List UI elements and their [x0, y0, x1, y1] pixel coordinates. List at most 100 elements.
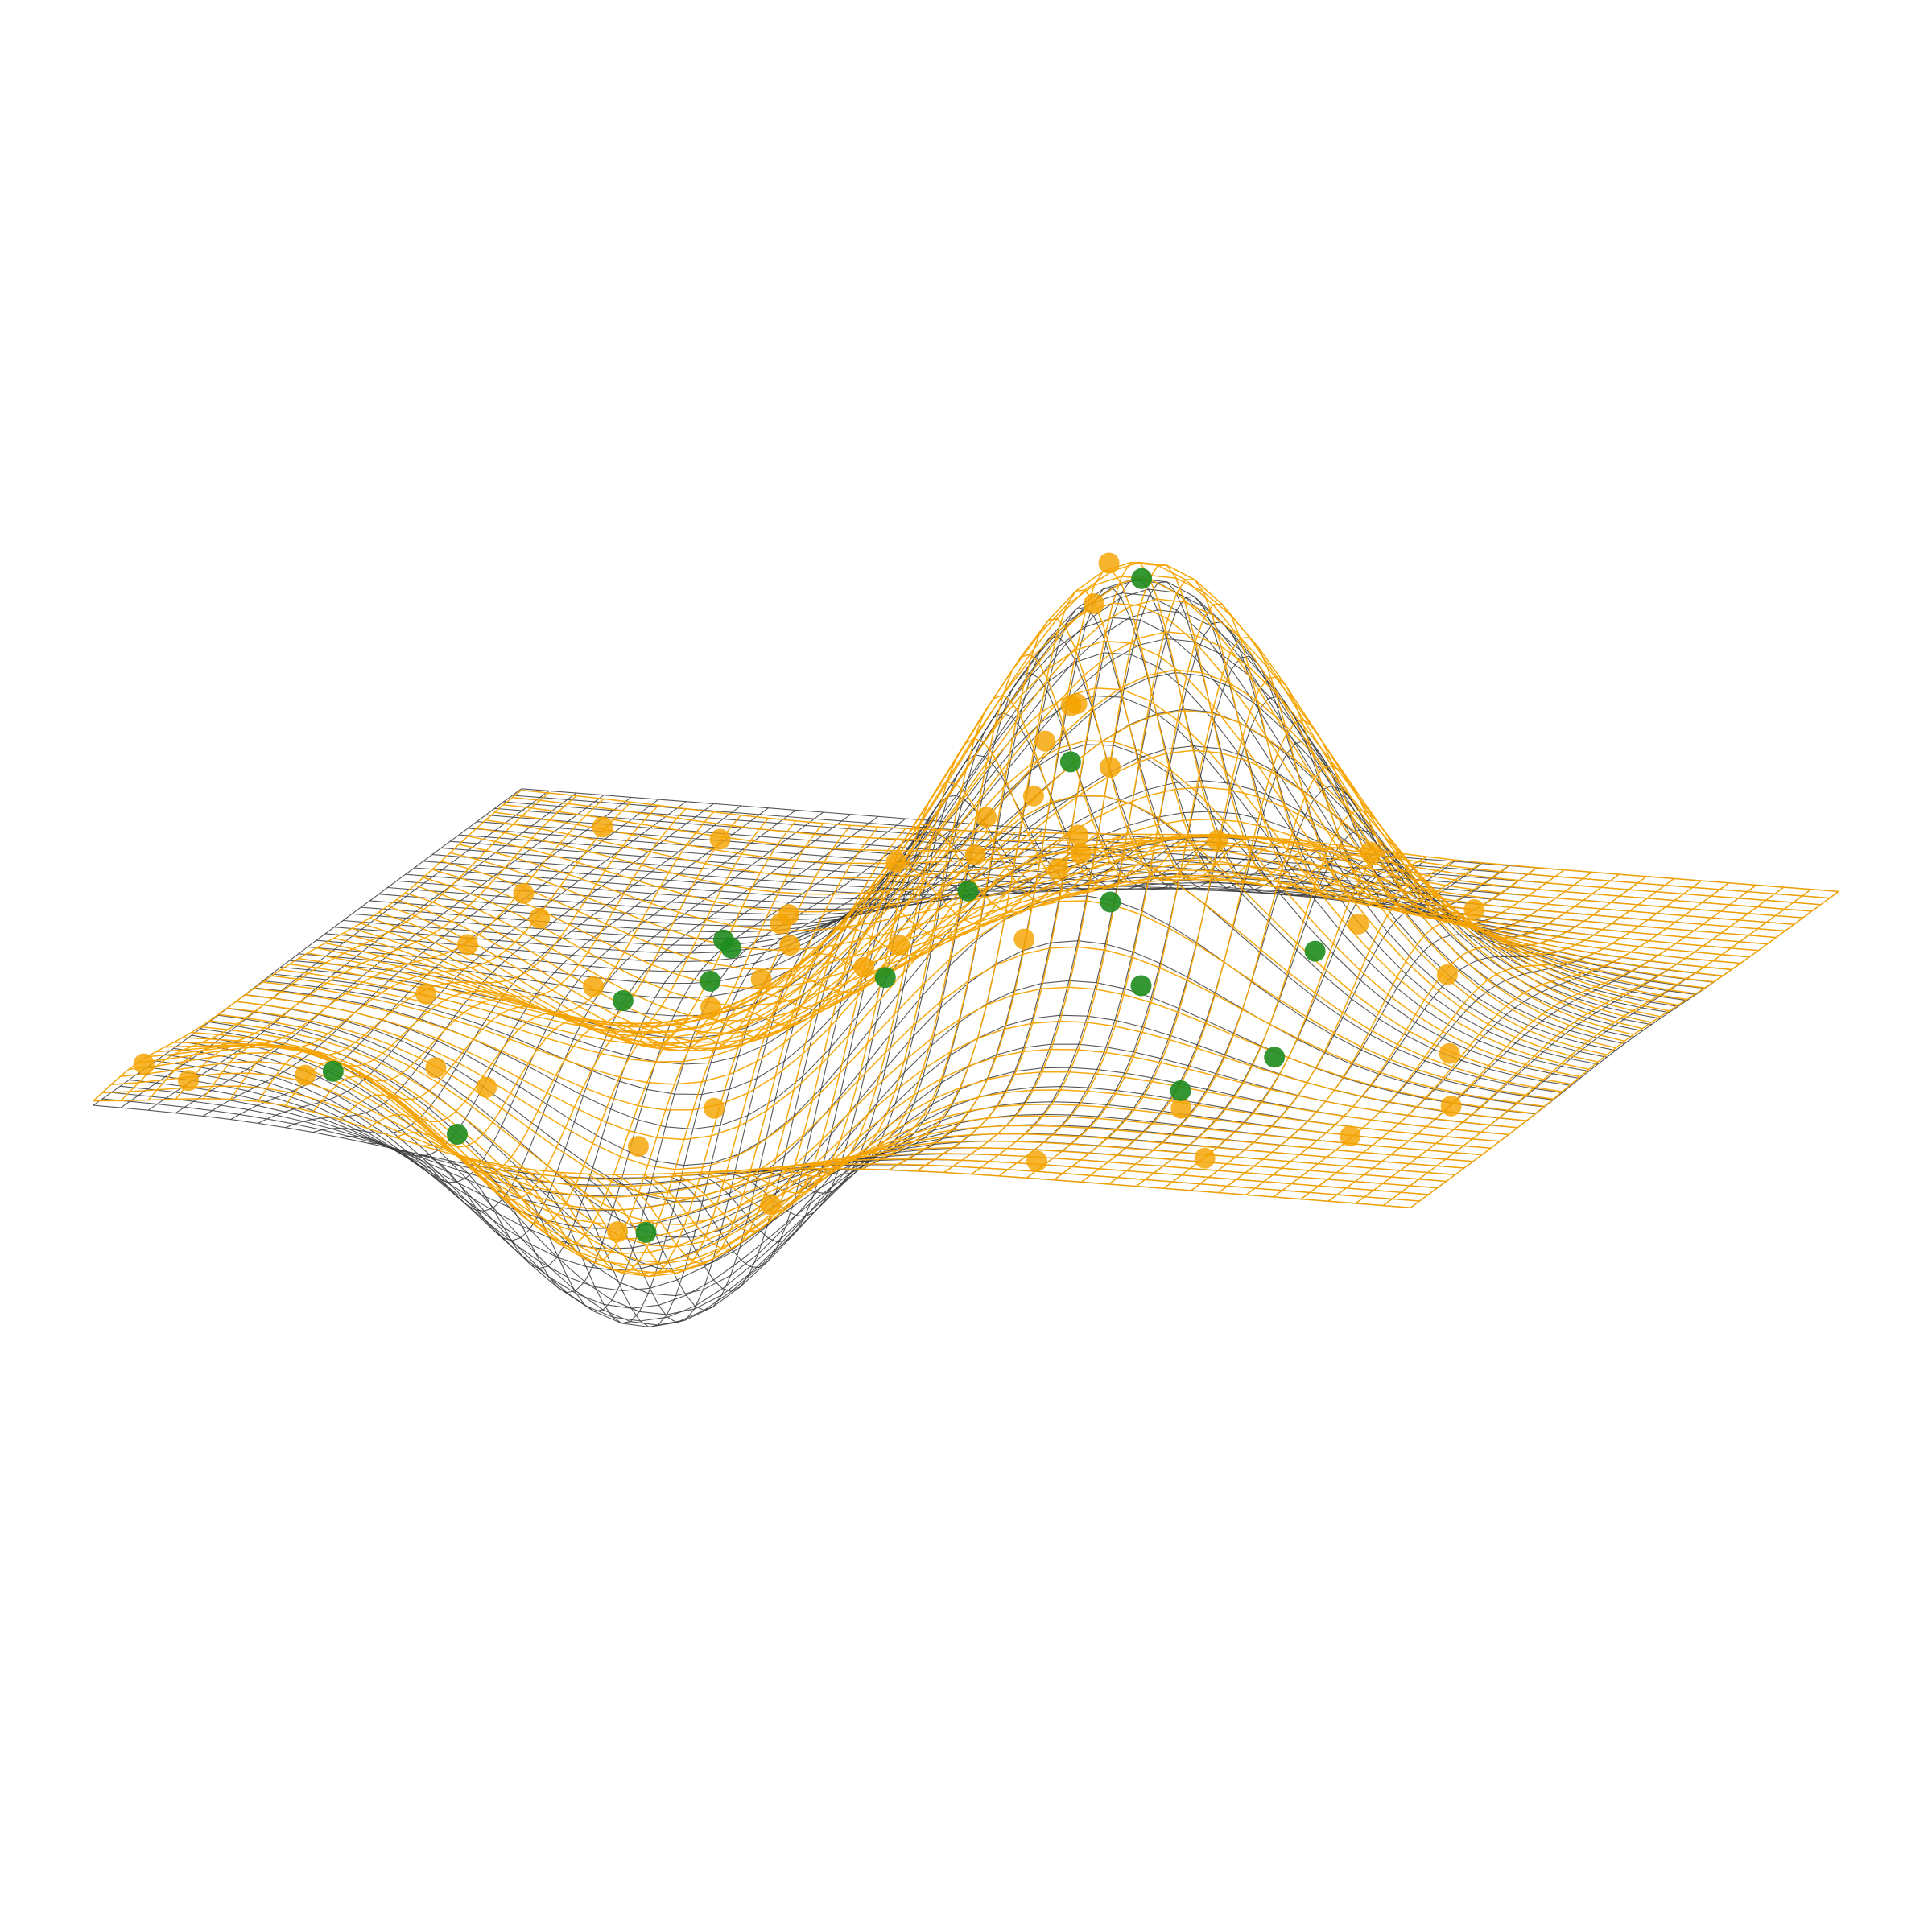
- fitted-surface-column-line: [459, 844, 1777, 939]
- orange-sample-point: [853, 956, 875, 978]
- orange-sample-point: [1026, 1150, 1047, 1172]
- orange-sample-point: [1070, 843, 1092, 865]
- green-sample-point: [1170, 1080, 1191, 1101]
- orange-sample-point: [513, 882, 535, 904]
- green-sample-point: [612, 990, 634, 1011]
- green-sample-point: [1059, 751, 1081, 773]
- fitted-surface-column-line: [440, 861, 1759, 971]
- green-sample-point: [322, 1060, 344, 1082]
- orange-sample-point: [760, 1194, 782, 1216]
- orange-sample-point: [1463, 899, 1485, 920]
- green-sample-point: [447, 1124, 468, 1145]
- orange-sample-point: [700, 997, 721, 1018]
- green-sample-point: [713, 929, 734, 951]
- orange-sample-point: [1207, 829, 1228, 851]
- orange-sample-point: [1194, 1147, 1216, 1169]
- fitted-surface-column-line: [361, 709, 1678, 1049]
- orange-sample-point: [1340, 1125, 1361, 1147]
- fitted-surface-column-line: [307, 562, 1625, 1042]
- fitted-surface-column-line: [245, 849, 1563, 1141]
- orange-sample-point: [415, 983, 437, 1005]
- orange-sample-point: [583, 976, 605, 997]
- orange-sample-point: [709, 828, 731, 850]
- fitted-surface-column-line: [289, 602, 1608, 1056]
- orange-sample-point: [295, 1064, 316, 1086]
- fitted-surface-column-line: [449, 852, 1768, 952]
- orange-sample-point: [456, 934, 478, 956]
- fitted-surface-column-line: [396, 844, 1714, 1043]
- fitted-surface-column-line: [431, 869, 1750, 989]
- fitted-surface-column-line: [111, 1072, 1429, 1195]
- true-surface-column-line: [236, 895, 1554, 1203]
- orange-sample-point: [628, 1136, 649, 1158]
- orange-sample-point: [607, 1221, 629, 1243]
- orange-sample-point: [592, 816, 613, 838]
- fitted-surface-column-line: [414, 874, 1732, 1022]
- fitted-surface-column-line: [218, 986, 1536, 1225]
- orange-sample-point: [476, 1076, 497, 1098]
- fitted-surface-column-line: [512, 796, 1830, 899]
- orange-sample-point: [529, 907, 551, 929]
- fitted-surface-column-line: [423, 877, 1741, 1006]
- fitted-surface-column-line: [271, 687, 1589, 1071]
- orange-sample-point: [888, 934, 910, 956]
- fitted-surface-column-line: [138, 1046, 1455, 1225]
- orange-sample-point: [1013, 928, 1035, 950]
- fitted-surface-column-line: [494, 811, 1812, 912]
- fitted-surface-column-line: [280, 640, 1599, 1063]
- orange-sample-point: [133, 1053, 155, 1075]
- fitted-surface-column-line: [191, 1031, 1509, 1274]
- orange-sample-point: [178, 1070, 199, 1092]
- fitted-surface-column-line: [485, 819, 1803, 919]
- fitted-surface-column-line: [208, 1020, 1527, 1248]
- fitted-surface-column-line: [227, 946, 1545, 1199]
- orange-sample-point: [1436, 964, 1458, 985]
- orange-sample-point: [1067, 824, 1088, 846]
- green-sample-point: [1131, 568, 1153, 589]
- green-sample-point: [635, 1221, 657, 1243]
- orange-sample-point: [779, 935, 801, 956]
- fitted-surface-column-line: [182, 1037, 1501, 1278]
- fitted-surface-column-line: [262, 740, 1580, 1085]
- orange-sample-point: [886, 851, 907, 873]
- true-surface-column-line: [324, 588, 1643, 1032]
- green-sample-point: [1130, 975, 1152, 997]
- orange-sample-point: [1060, 695, 1082, 716]
- orange-sample-point: [976, 807, 997, 828]
- true-surface-column-line: [245, 846, 1563, 1166]
- green-sample-point: [957, 880, 979, 902]
- fitted-surface-column-line: [120, 1060, 1438, 1198]
- fitted-surface-column-line: [521, 789, 1839, 893]
- orange-sample-point: [750, 968, 772, 990]
- fitted-surface-column-line: [200, 1026, 1518, 1264]
- fitted-surface-column-line: [369, 749, 1687, 1051]
- orange-sample-point: [425, 1057, 447, 1079]
- green-sample-point: [1304, 940, 1326, 962]
- orange-sample-point: [1034, 730, 1056, 752]
- fitted-surface-column-line: [468, 835, 1785, 932]
- orange-sample-point: [1083, 592, 1104, 614]
- green-sample-point: [874, 967, 896, 989]
- orange-sample-point: [964, 844, 986, 866]
- orange-sample-point: [1440, 1095, 1462, 1117]
- green-sample-point: [700, 970, 721, 992]
- green-sample-point: [1264, 1046, 1286, 1068]
- fitted-surface-column-line: [236, 900, 1554, 1170]
- sample-points: [133, 552, 1485, 1243]
- orange-sample-point: [1098, 552, 1120, 574]
- fitted-surface-column-line: [254, 795, 1571, 1111]
- true-surface-column-line: [262, 744, 1580, 1096]
- orange-sample-point: [770, 913, 791, 935]
- true-surface-column-line: [423, 861, 1741, 964]
- orange-sample-point: [1170, 1097, 1192, 1119]
- true-surface-column-line: [227, 940, 1545, 1238]
- orange-sample-point: [1348, 913, 1369, 935]
- orange-sample-point: [1047, 858, 1069, 880]
- green-sample-point: [1100, 891, 1121, 913]
- fitted-surface-column-line: [477, 827, 1794, 926]
- orange-sample-point: [1022, 785, 1044, 807]
- orange-sample-point: [1100, 757, 1121, 778]
- orange-sample-point: [704, 1097, 725, 1119]
